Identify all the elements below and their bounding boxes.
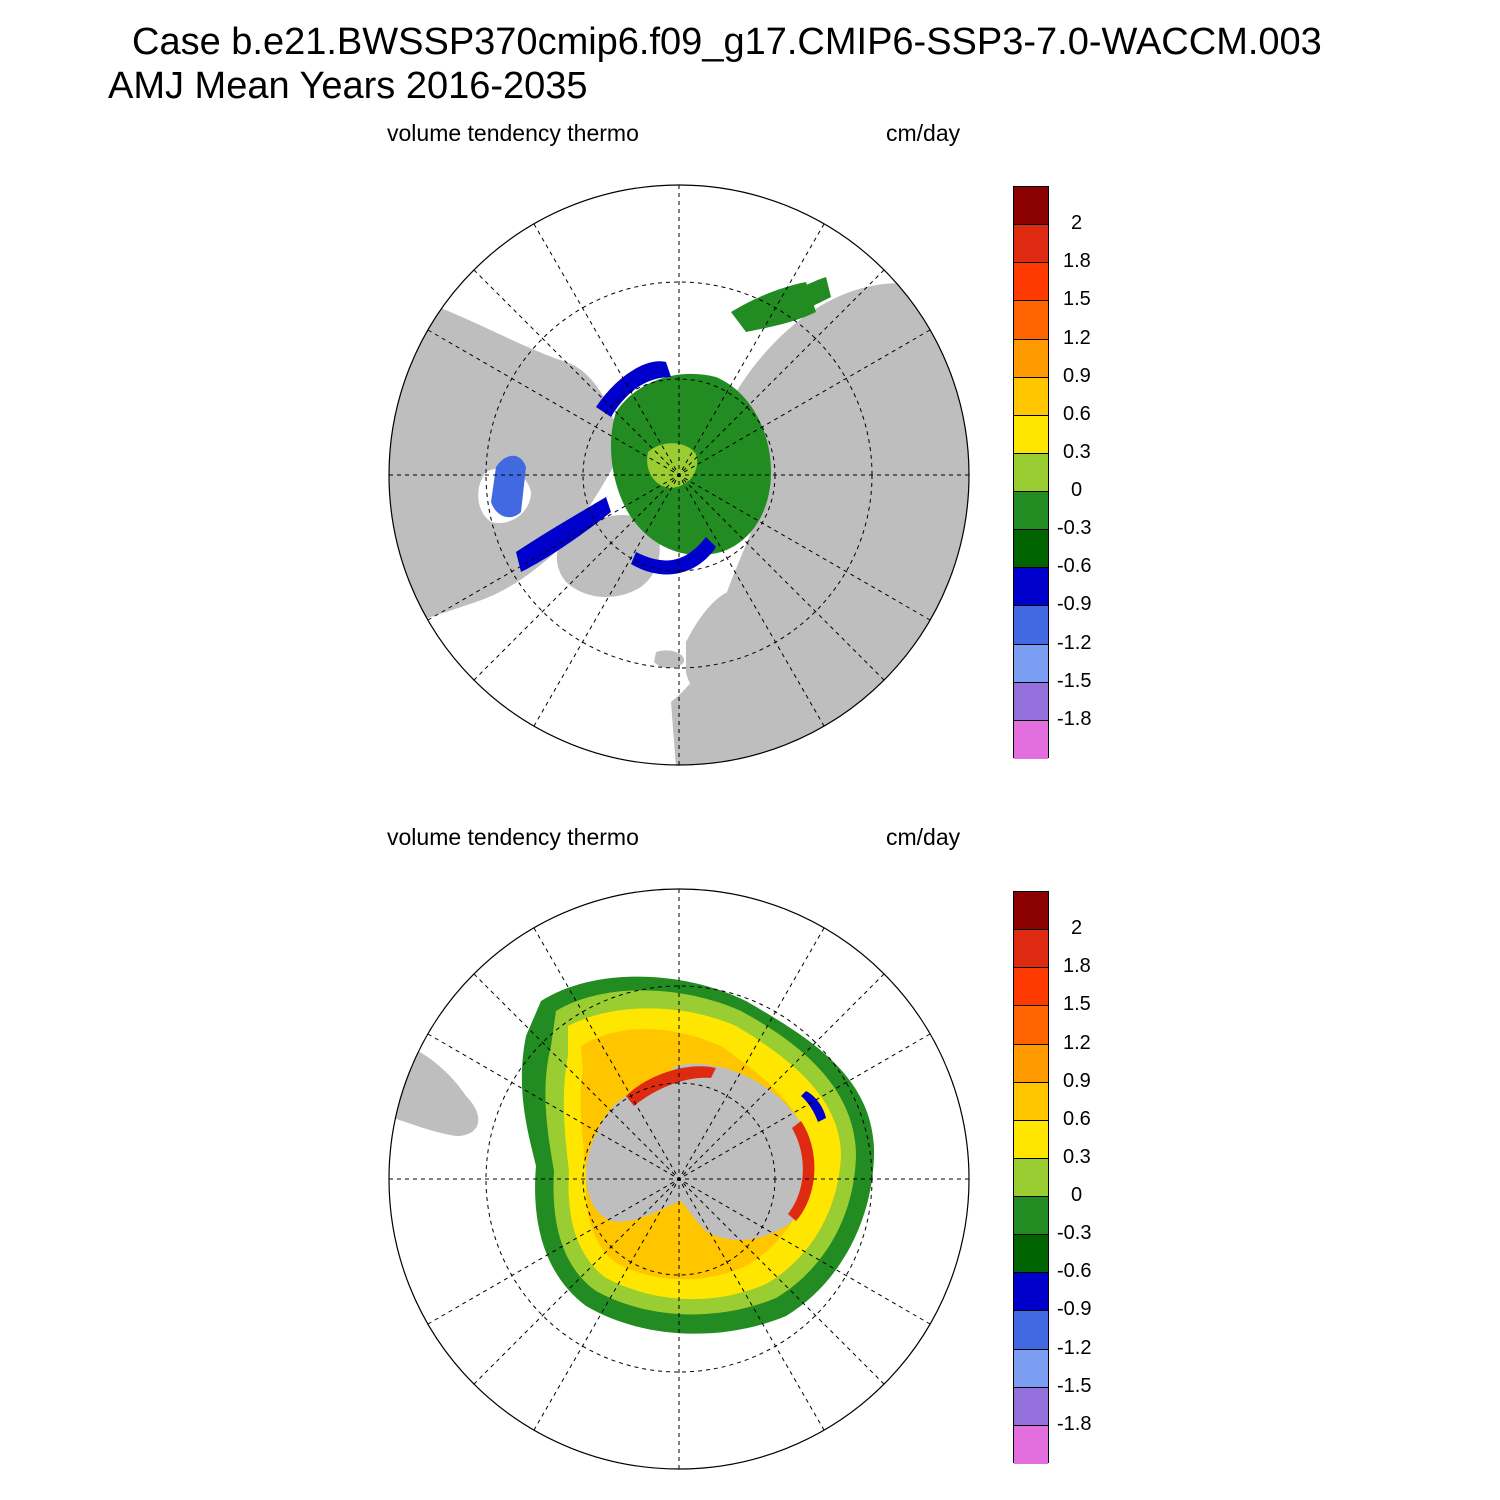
arctic-ice-tendency-core (647, 443, 698, 488)
weddell-negative-patch (801, 1091, 826, 1122)
colorbar-tick-label: -1.2 (1057, 631, 1092, 654)
colorbar-tick-label: -0.9 (1057, 593, 1092, 616)
colorbar-segment (1014, 1082, 1048, 1121)
colorbar-tick-label: 0.9 (1063, 364, 1091, 387)
graticule-lines (389, 185, 969, 765)
arctic-ice-tendency-rim-siberia (596, 361, 671, 417)
colorbar-segment (1014, 225, 1048, 264)
colorbar-tick-label: 1.8 (1063, 250, 1091, 273)
panel-1-units-label: cm/day (886, 120, 961, 146)
colorbar-tick-label: -0.9 (1057, 1298, 1092, 1321)
figure-title-line2: AMJ Mean Years 2016-2035 (108, 65, 588, 107)
colorbar-segment (1014, 682, 1048, 721)
colorbar-segment (1014, 930, 1048, 969)
colorbar-tick-label: -0.6 (1057, 1260, 1092, 1283)
colorbar-tick-label: -0.3 (1057, 1222, 1092, 1245)
colorbar-segment (1014, 1349, 1048, 1388)
colorbar-tick-label: -1.8 (1057, 707, 1092, 730)
colorbar-segment (1014, 1425, 1048, 1464)
iceland-land (654, 650, 685, 668)
colorbar-tick-label: -1.5 (1057, 1374, 1092, 1397)
colorbar-segment (1014, 892, 1048, 931)
colorbar-segment (1014, 415, 1048, 454)
colorbar-tick-label: 0.6 (1063, 1107, 1091, 1130)
colorbar-segment (1014, 492, 1048, 531)
graticule-lines (389, 889, 969, 1469)
colorbar-tick-label: 1.5 (1063, 288, 1091, 311)
colorbar-segment (1014, 339, 1048, 378)
colorbar-segment (1014, 1273, 1048, 1312)
arctic-ice-tendency-rim-barents (631, 537, 716, 575)
colorbar-segment (1014, 530, 1048, 569)
colorbar-segment (1014, 1311, 1048, 1350)
antarctic-coastal-red-band-east (788, 1121, 815, 1221)
okhotsk-ice-tendency (771, 277, 831, 322)
colorbar-tick-label: 0.6 (1063, 402, 1091, 425)
colorbar-tick-label: 2 (1071, 212, 1083, 235)
colorbar-segment (1014, 1387, 1048, 1426)
arctic-polar-map (388, 184, 970, 766)
colorbar-tick-label: -0.6 (1057, 555, 1092, 578)
panel-1-variable-label: volume tendency thermo (387, 120, 639, 146)
colorbar-segment (1014, 644, 1048, 683)
colorbar-segment (1014, 1235, 1048, 1274)
greenland-land (556, 514, 660, 598)
colorbar-segment (1014, 1158, 1048, 1197)
antarctica-land (586, 1063, 815, 1241)
colorbar-segment (1014, 568, 1048, 607)
colorbar-tick-label: -1.2 (1057, 1336, 1092, 1359)
colorbar-tick-label: 0.3 (1063, 1145, 1091, 1168)
colorbar-segment (1014, 1120, 1048, 1159)
colorbar-tick-label: 0 (1071, 479, 1083, 502)
map-boundary (388, 184, 970, 766)
panel-2-variable-label: volume tendency thermo (387, 824, 639, 850)
colorbar-tick-label: 1.2 (1063, 326, 1091, 349)
colorbar-panel-1 (1013, 186, 1049, 759)
figure-title-line1: Case b.e21.BWSSP370cmip6.f09_g17.CMIP6-S… (132, 21, 1322, 63)
colorbar-segment (1014, 263, 1048, 302)
colorbar-tick-label: -1.5 (1057, 669, 1092, 692)
colorbar-segment (1014, 1197, 1048, 1236)
colorbar-segment (1014, 377, 1048, 416)
eurasia-land (671, 283, 969, 765)
panel-2-units-label: cm/day (886, 824, 961, 850)
colorbar-segment (1014, 1006, 1048, 1045)
antarctic-polar-map (388, 888, 970, 1470)
colorbar-tick-label: 1.2 (1063, 1031, 1091, 1054)
colorbar-tick-label: -1.8 (1057, 1412, 1092, 1435)
colorbar-segment (1014, 187, 1048, 226)
labrador-ice-tendency (516, 497, 611, 572)
colorbar-segment (1014, 1044, 1048, 1083)
colorbar-tick-label: 2 (1071, 917, 1083, 940)
colorbar-tick-label: 0.3 (1063, 440, 1091, 463)
colorbar-segment (1014, 301, 1048, 340)
antarctic-coastal-red-band (626, 1066, 716, 1106)
baffin-ice-tendency (491, 455, 526, 518)
colorbar-segment (1014, 453, 1048, 492)
colorbar-tick-label: 1.5 (1063, 993, 1091, 1016)
colorbar-tick-label: -0.3 (1057, 517, 1092, 540)
colorbar-tick-label: 1.8 (1063, 955, 1091, 978)
colorbar-segment (1014, 606, 1048, 645)
colorbar-segment (1014, 720, 1048, 759)
colorbar-segment (1014, 968, 1048, 1007)
colorbar-tick-label: 0 (1071, 1184, 1083, 1207)
scandinavia-land (686, 589, 748, 695)
map-boundary (388, 888, 970, 1470)
colorbar-panel-2 (1013, 891, 1049, 1464)
colorbar-tick-label: 0.9 (1063, 1069, 1091, 1092)
